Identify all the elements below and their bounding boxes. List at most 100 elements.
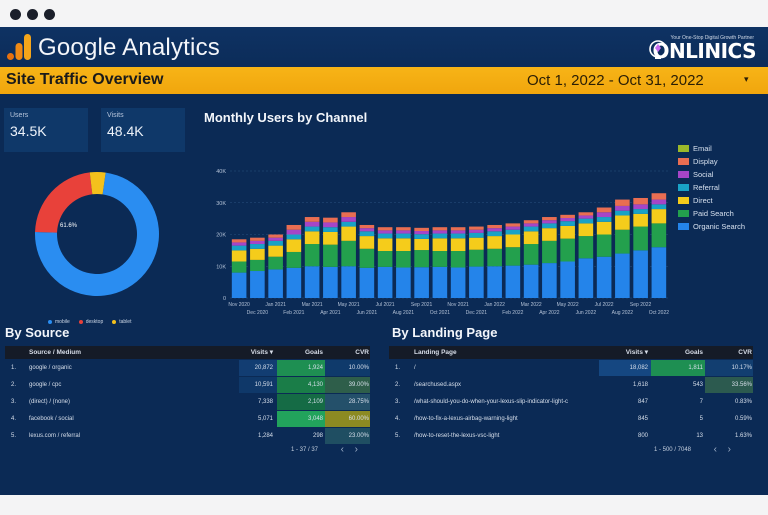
bar-segment-organic-search[interactable] [469,266,484,298]
bar-segment-paid-search[interactable] [359,248,375,268]
bar-segment-display[interactable] [450,227,466,231]
bar-segment-display[interactable] [396,227,411,231]
bar-segment-paid-search[interactable] [596,234,612,257]
bar-segment-direct[interactable] [414,238,429,251]
table-row[interactable]: 2. google / cpc 10,591 4,130 39.00% [5,377,370,393]
row-label[interactable]: google / organic [29,365,72,371]
row-label[interactable]: /what-should-you-do-when-your-lexus-slip… [414,399,569,405]
row-label[interactable]: / [414,365,416,371]
bar-segment-referral[interactable] [341,221,356,227]
bar-segment-organic-search[interactable] [341,266,356,298]
bar-segment-display[interactable] [523,220,539,224]
chart-legend-item[interactable]: Email [678,142,745,155]
bar-segment-referral[interactable] [286,234,302,240]
bar-segment-paid-search[interactable] [505,247,521,266]
bar-segment-referral[interactable] [396,233,411,239]
bar-segment-paid-search[interactable] [469,249,484,267]
bar-segment-display[interactable] [231,239,247,243]
bar-segment-referral[interactable] [304,226,320,232]
bar-segment-direct[interactable] [560,225,575,239]
chart-legend-item[interactable]: Social [678,168,745,181]
column-header-visits[interactable]: Visits ▾ [625,349,648,356]
row-label[interactable]: /how-to-fix-a-lexus-airbag-warning-light [414,416,518,422]
bar-segment-organic-search[interactable] [268,269,283,298]
bar-segment-direct[interactable] [250,248,265,260]
bar-segment-paid-search[interactable] [377,251,393,267]
bar-segment-display[interactable] [633,197,648,205]
chart-legend-item[interactable]: Organic Search [678,220,745,233]
donut-slice-desktop[interactable] [35,172,93,233]
bar-segment-organic-search[interactable] [359,267,375,298]
chart-legend-item[interactable]: Display [678,155,745,168]
column-header-cvr[interactable]: CVR [738,349,752,356]
bar-segment-organic-search[interactable] [487,266,502,298]
bar-segment-display[interactable] [596,207,612,213]
bar-segment-social[interactable] [450,230,466,234]
bar-segment-social[interactable] [414,231,429,235]
bar-segment-display[interactable] [469,226,484,230]
bar-segment-paid-search[interactable] [414,250,429,268]
bar-segment-direct[interactable] [651,209,667,224]
bar-segment-social[interactable] [432,230,448,234]
bar-segment-referral[interactable] [633,209,648,214]
table-row[interactable]: 1. / 18,082 1,811 10.17% [389,360,753,376]
bar-segment-paid-search[interactable] [231,261,247,273]
bar-segment-direct[interactable] [304,231,320,245]
bar-segment-organic-search[interactable] [505,265,521,298]
bar-segment-organic-search[interactable] [560,261,575,298]
bar-segment-organic-search[interactable] [432,266,448,298]
window-dot-maximize[interactable] [44,9,55,20]
bar-segment-paid-search[interactable] [432,251,448,267]
bar-segment-paid-search[interactable] [450,251,466,268]
bar-segment-social[interactable] [396,230,411,234]
bar-segment-direct[interactable] [359,236,375,249]
bar-segment-paid-search[interactable] [633,226,648,251]
bar-segment-referral[interactable] [359,231,375,237]
bar-segment-organic-search[interactable] [286,267,302,298]
row-label[interactable]: (direct) / (none) [29,399,71,405]
bar-segment-display[interactable] [268,234,283,238]
bar-segment-display[interactable] [377,227,393,231]
bar-segment-organic-search[interactable] [578,258,594,298]
bar-segment-direct[interactable] [505,234,521,248]
bar-segment-paid-search[interactable] [560,238,575,262]
bar-segment-paid-search[interactable] [487,248,502,267]
chart-legend-item[interactable]: Referral [678,181,745,194]
column-header[interactable]: Source / Medium [29,349,82,356]
bar-segment-social[interactable] [560,217,575,222]
bar-segment-direct[interactable] [323,231,338,245]
bar-segment-paid-search[interactable] [615,229,630,254]
bar-segment-direct[interactable] [542,228,557,241]
bar-segment-direct[interactable] [286,239,302,252]
bar-segment-organic-search[interactable] [523,264,539,298]
chevron-down-icon[interactable]: ▾ [744,74,749,84]
bar-segment-display[interactable] [286,224,302,230]
bar-segment-direct[interactable] [377,238,393,252]
bar-segment-referral[interactable] [268,240,283,246]
window-dot-close[interactable] [10,9,21,20]
bar-segment-social[interactable] [615,205,630,211]
bar-segment-display[interactable] [304,217,320,222]
table-row[interactable]: 2. /searchused.aspx 1,618 543 33.56% [389,377,753,393]
bar-segment-organic-search[interactable] [304,266,320,298]
bar-segment-paid-search[interactable] [268,256,283,270]
bar-segment-display[interactable] [432,227,448,231]
bar-segment-direct[interactable] [523,231,539,245]
bar-segment-referral[interactable] [487,231,502,237]
bar-segment-direct[interactable] [432,238,448,252]
bar-segment-paid-search[interactable] [523,244,539,265]
bar-segment-display[interactable] [615,199,630,206]
bar-segment-organic-search[interactable] [633,250,648,298]
row-label[interactable]: /how-to-reset-the-lexus-vsc-light [414,433,500,439]
bar-segment-display[interactable] [505,223,521,227]
chevron-right-icon[interactable]: › [354,444,358,455]
bar-segment-display[interactable] [359,224,375,229]
bar-segment-display[interactable] [560,214,575,218]
bar-segment-referral[interactable] [578,218,594,224]
bar-segment-direct[interactable] [341,226,356,241]
bar-segment-display[interactable] [414,227,429,232]
bar-segment-direct[interactable] [615,215,630,230]
bar-segment-direct[interactable] [396,238,411,252]
table-row[interactable]: 3. /what-should-you-do-when-your-lexus-sl… [389,394,753,410]
bar-segment-organic-search[interactable] [414,267,429,298]
